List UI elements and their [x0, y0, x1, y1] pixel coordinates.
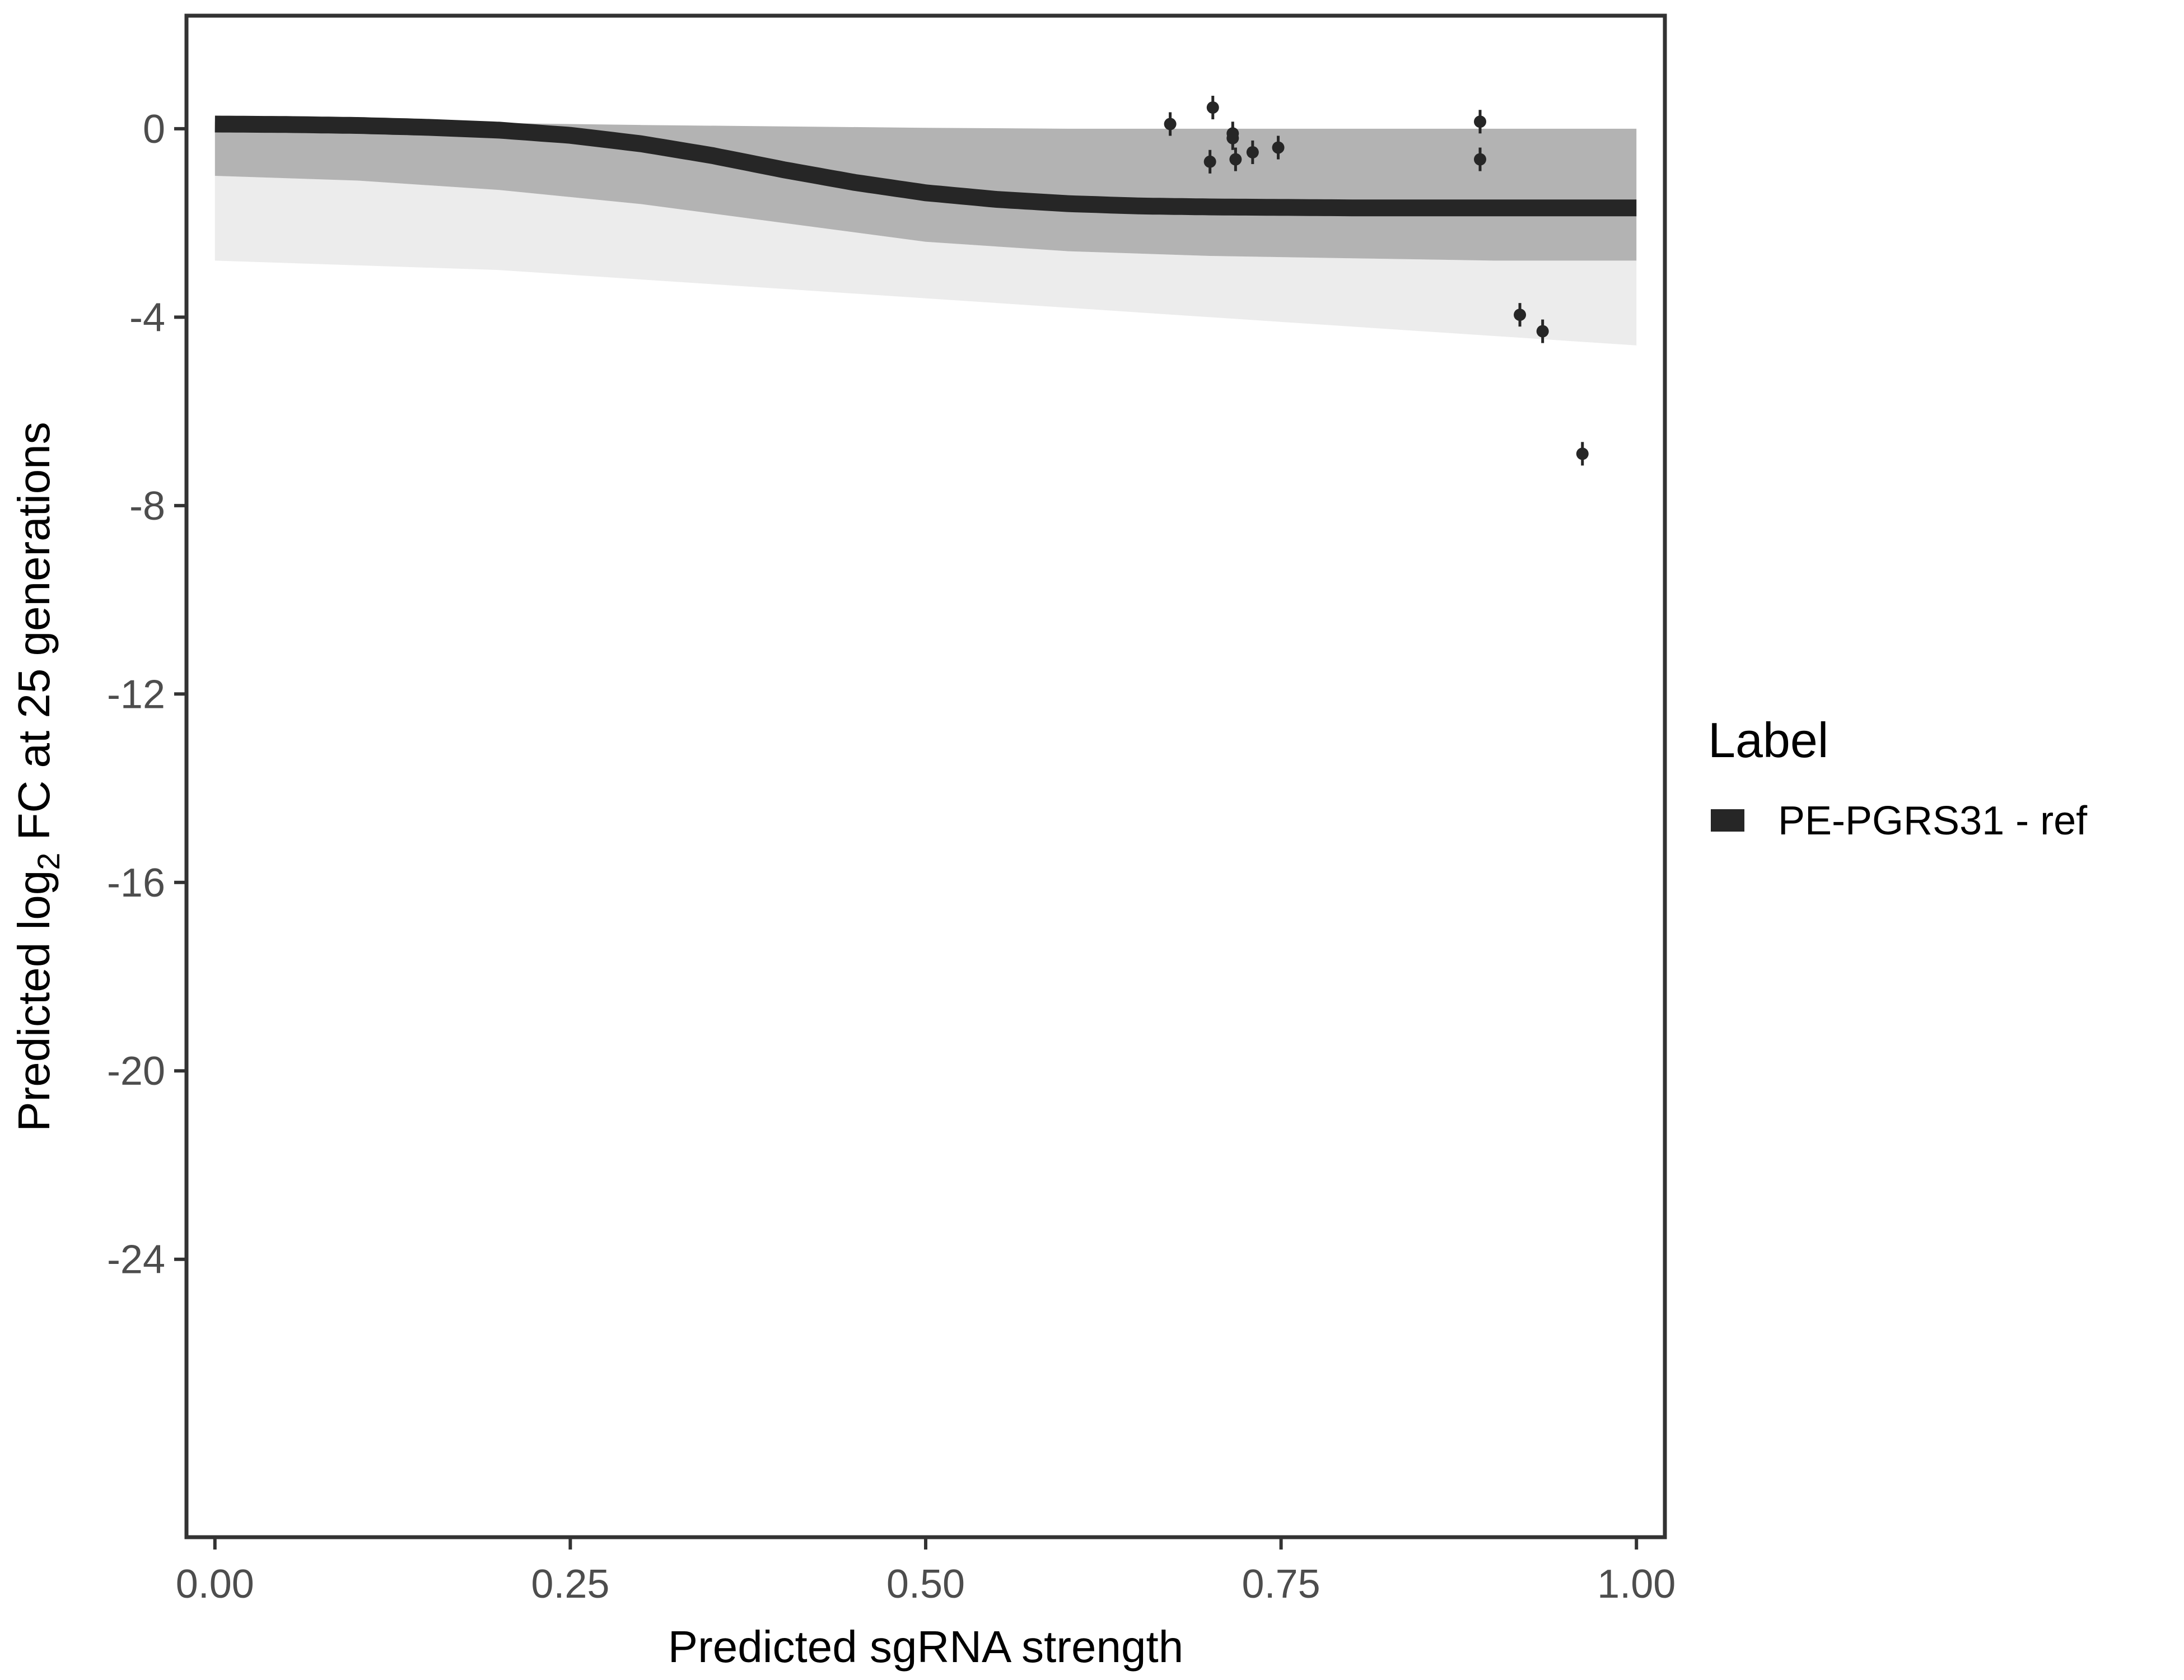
y-axis-title-subscript: 2	[31, 853, 66, 870]
y-axis: 0 -4 -8 -12 -16 -20 -24	[107, 107, 185, 1282]
data-point	[1576, 447, 1589, 460]
data-point	[1514, 309, 1527, 321]
x-axis: 0.00 0.25 0.50 0.75 1.00	[176, 1539, 1676, 1607]
y-tick-label: -16	[107, 861, 165, 906]
y-tick-label: 0	[143, 107, 165, 152]
x-axis-title: Predicted sgRNA strength	[668, 1622, 1183, 1672]
legend: Label PE-PGRS31 - ref	[1708, 712, 2088, 843]
fit-line-layer	[214, 115, 1637, 217]
y-tick-label: -12	[107, 672, 165, 717]
data-points-layer	[1164, 96, 1589, 466]
x-tick-label: 0.75	[1242, 1562, 1320, 1607]
data-point	[1206, 101, 1219, 114]
plot-panel-border	[184, 13, 1667, 1539]
y-tick-label: -8	[129, 484, 165, 529]
y-axis-title: Predicted log2 FC at 25 generations	[9, 422, 66, 1131]
y-tick-label: -20	[107, 1049, 165, 1094]
y-axis-title-suffix: FC at 25 generations	[9, 422, 59, 852]
posterior-band-faint	[214, 176, 1637, 346]
data-point	[1474, 115, 1486, 128]
data-point	[1474, 153, 1486, 166]
x-tick-label: 0.50	[886, 1562, 965, 1607]
legend-title: Label	[1708, 712, 1828, 768]
data-point	[1272, 141, 1285, 154]
y-tick-label: -4	[129, 295, 165, 340]
x-tick-label: 1.00	[1597, 1562, 1676, 1607]
data-point	[1226, 127, 1239, 140]
data-point	[1536, 325, 1549, 338]
legend-key-pe-pgrs31-ref	[1711, 809, 1744, 832]
legend-label-pe-pgrs31-ref: PE-PGRS31 - ref	[1778, 799, 2088, 843]
x-tick-label: 0.25	[531, 1562, 609, 1607]
y-tick-label: -24	[107, 1238, 165, 1282]
data-point	[1246, 146, 1259, 158]
y-axis-title-prefix: Predicted log	[9, 870, 59, 1132]
data-point	[1229, 153, 1242, 166]
data-point	[1203, 155, 1216, 168]
x-tick-label: 0.00	[176, 1562, 254, 1607]
data-point	[1164, 118, 1177, 130]
fit-line-pe-pgrs31-ref	[214, 115, 1637, 217]
